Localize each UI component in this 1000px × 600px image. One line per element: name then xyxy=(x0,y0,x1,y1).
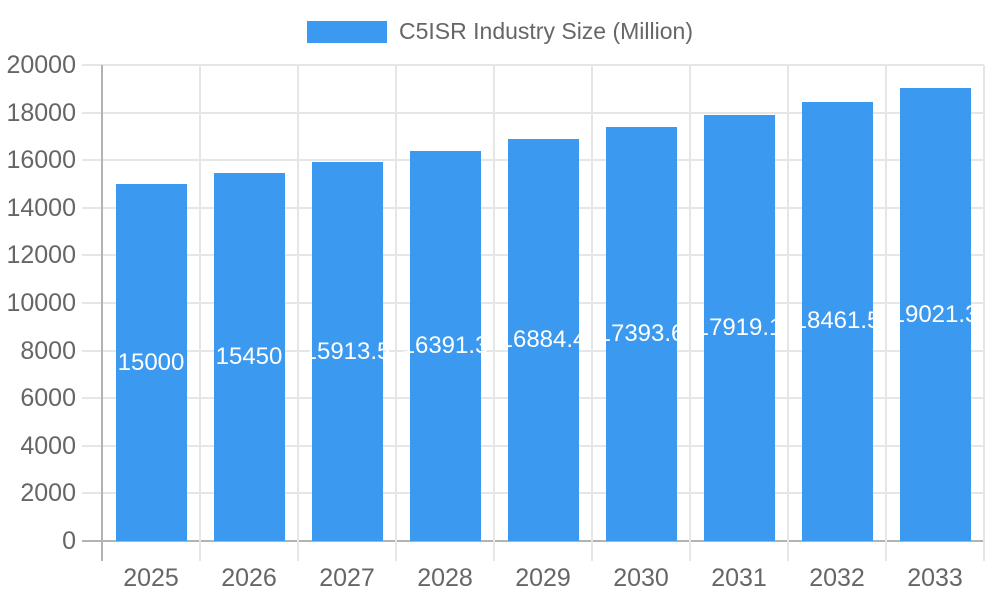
bar-value-label: 16391.3 xyxy=(401,331,489,359)
bar-value-label: 15000 xyxy=(117,348,185,376)
y-axis-tick-label: 6000 xyxy=(20,384,76,413)
x-axis-tick-label: 2032 xyxy=(809,564,865,592)
bar-2033[interactable]: 19021.3 xyxy=(892,88,978,541)
y-axis-tick-label: 4000 xyxy=(20,431,76,460)
y-axis-tick-label: 0 xyxy=(62,527,76,555)
x-axis-tick-label: 2033 xyxy=(907,564,963,592)
y-axis-tick-label: 2000 xyxy=(20,479,76,508)
bar-value-label: 19021.3 xyxy=(891,300,979,328)
y-axis-tick-label: 12000 xyxy=(6,241,76,270)
x-axis-tick-label: 2030 xyxy=(613,564,669,592)
bar-value-label: 15913.5 xyxy=(303,337,391,365)
x-axis-tick-label: 2025 xyxy=(123,564,179,592)
gridline-horizontal xyxy=(82,64,984,66)
legend-label[interactable]: C5ISR Industry Size (Million) xyxy=(399,18,693,44)
bar-value-label: 15450 xyxy=(215,343,283,371)
bar-2028[interactable]: 16391.3 xyxy=(402,150,488,541)
bar-value-label: 18461.5 xyxy=(793,307,881,335)
y-axis-tick-label: 20000 xyxy=(6,51,76,79)
bar-2025[interactable]: 15000 xyxy=(115,184,187,541)
y-axis-tick-label: 18000 xyxy=(6,98,76,127)
y-axis-tick-label: 10000 xyxy=(6,289,76,317)
bar-value-label: 17919.1 xyxy=(695,313,783,341)
bar-value-label: 16884.4 xyxy=(499,326,587,354)
gridline-vertical xyxy=(493,65,495,561)
legend-swatch[interactable] xyxy=(307,20,388,43)
x-axis-baseline xyxy=(82,540,984,542)
bar-2026[interactable]: 15450 xyxy=(213,173,285,541)
bar-2029[interactable]: 16884.4 xyxy=(500,139,586,541)
y-axis-line xyxy=(101,65,103,561)
x-axis-tick-label: 2031 xyxy=(711,564,767,592)
gridline-vertical xyxy=(199,65,201,561)
bar-value-label: 17393.6 xyxy=(597,320,685,347)
gridline-vertical xyxy=(297,65,299,561)
x-axis-tick-label: 2029 xyxy=(515,564,571,592)
bar-2031[interactable]: 17919.1 xyxy=(696,114,782,541)
bar-2027[interactable]: 15913.5 xyxy=(304,162,390,541)
legend[interactable]: C5ISR Industry Size (Million) xyxy=(0,18,1000,45)
x-axis-tick-label: 2027 xyxy=(319,564,375,592)
gridline-horizontal xyxy=(82,111,984,114)
y-axis-tick-label: 8000 xyxy=(20,336,76,365)
x-axis-tick-label: 2028 xyxy=(417,564,473,592)
y-axis-tick-label: 16000 xyxy=(6,146,76,175)
bar-2030[interactable]: 17393.6 xyxy=(598,127,684,541)
gridline-vertical xyxy=(689,65,691,561)
x-axis-tick-label: 2026 xyxy=(221,564,277,592)
gridline-vertical xyxy=(395,65,397,561)
gridline-vertical xyxy=(591,65,593,561)
gridline-vertical xyxy=(787,65,789,561)
y-axis-tick-label: 14000 xyxy=(6,193,76,222)
gridline-vertical xyxy=(885,65,887,561)
gridline-vertical xyxy=(983,65,985,561)
bar-2032[interactable]: 18461.5 xyxy=(794,101,880,541)
